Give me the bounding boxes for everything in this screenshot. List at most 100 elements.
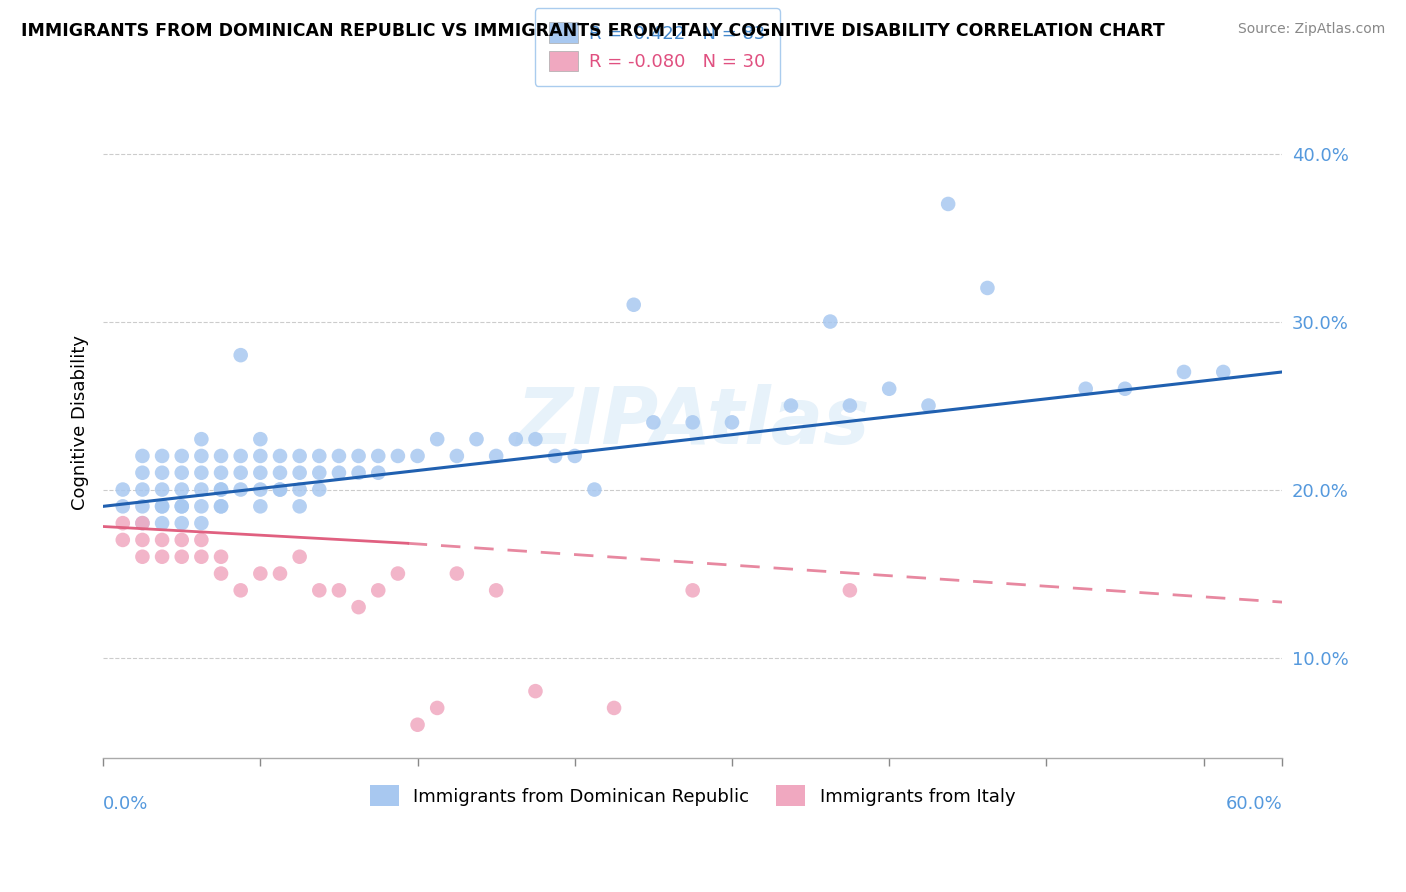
Point [328,449,350,463]
Point [328,466,350,480]
Point [367,466,389,480]
Point [170,500,193,514]
Point [269,483,291,497]
Point [269,483,291,497]
Point [780,399,803,413]
Point [131,449,153,463]
Point [308,449,330,463]
Y-axis label: Cognitive Disability: Cognitive Disability [72,334,89,510]
Point [111,533,134,547]
Point [209,466,232,480]
Point [406,717,429,731]
Point [190,549,212,564]
Point [288,549,311,564]
Point [249,483,271,497]
Text: ZIPAtlas: ZIPAtlas [516,384,869,460]
Point [150,549,173,564]
Point [1114,382,1136,396]
Point [131,466,153,480]
Point [367,449,389,463]
Point [367,583,389,598]
Point [524,684,547,698]
Text: IMMIGRANTS FROM DOMINICAN REPUBLIC VS IMMIGRANTS FROM ITALY COGNITIVE DISABILITY: IMMIGRANTS FROM DOMINICAN REPUBLIC VS IM… [21,22,1164,40]
Point [682,583,704,598]
Point [249,432,271,446]
Point [288,466,311,480]
Point [877,382,900,396]
Point [1074,382,1097,396]
Point [190,449,212,463]
Point [347,449,370,463]
Text: 60.0%: 60.0% [1226,796,1282,814]
Point [643,415,665,429]
Point [446,449,468,463]
Point [505,432,527,446]
Point [150,500,173,514]
Point [170,533,193,547]
Legend: Immigrants from Dominican Republic, Immigrants from Italy: Immigrants from Dominican Republic, Immi… [363,778,1022,814]
Point [131,516,153,530]
Point [209,483,232,497]
Point [838,399,860,413]
Point [387,566,409,581]
Point [190,516,212,530]
Point [288,449,311,463]
Point [209,483,232,497]
Point [406,449,429,463]
Point [170,516,193,530]
Point [1173,365,1195,379]
Point [288,483,311,497]
Point [446,566,468,581]
Point [190,483,212,497]
Point [603,701,626,715]
Point [170,500,193,514]
Point [976,281,998,295]
Point [131,483,153,497]
Point [190,466,212,480]
Point [249,466,271,480]
Point [544,449,567,463]
Point [170,483,193,497]
Point [209,566,232,581]
Point [524,432,547,446]
Point [308,483,330,497]
Point [131,533,153,547]
Point [249,500,271,514]
Point [150,449,173,463]
Point [387,449,409,463]
Point [131,549,153,564]
Point [465,432,488,446]
Point [170,449,193,463]
Point [564,449,586,463]
Point [269,566,291,581]
Point [170,549,193,564]
Point [426,432,449,446]
Point [111,500,134,514]
Point [150,483,173,497]
Point [583,483,606,497]
Point [936,197,959,211]
Point [131,516,153,530]
Point [229,583,252,598]
Point [485,583,508,598]
Point [229,449,252,463]
Point [229,483,252,497]
Point [308,583,330,598]
Point [131,500,153,514]
Point [623,298,645,312]
Point [150,500,173,514]
Point [111,516,134,530]
Point [838,583,860,598]
Point [150,466,173,480]
Point [249,449,271,463]
Point [308,466,330,480]
Point [288,500,311,514]
Point [209,500,232,514]
Text: Source: ZipAtlas.com: Source: ZipAtlas.com [1237,22,1385,37]
Point [347,600,370,615]
Point [269,466,291,480]
Point [328,583,350,598]
Point [229,348,252,362]
Point [190,500,212,514]
Point [485,449,508,463]
